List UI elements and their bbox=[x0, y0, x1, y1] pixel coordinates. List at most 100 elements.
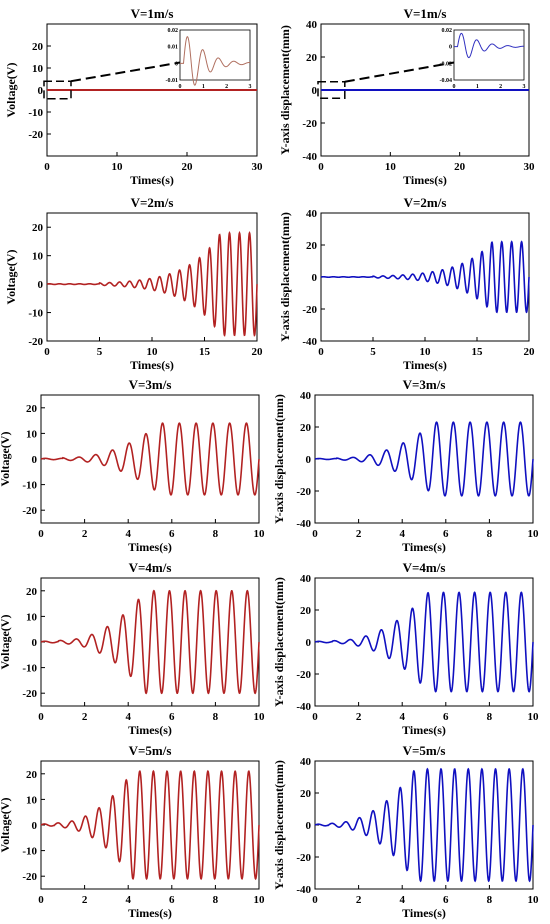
y-tick-label: 10 bbox=[26, 611, 38, 623]
x-tick-label: 30 bbox=[252, 161, 264, 173]
x-tick-label: 10 bbox=[254, 894, 266, 906]
inset-x-tick-label: 2 bbox=[225, 84, 228, 90]
series-line-0 bbox=[314, 421, 534, 497]
y-tick-label: -20 bbox=[296, 486, 311, 498]
y-tick-label: 40 bbox=[306, 208, 318, 220]
y-tick-label: 0 bbox=[306, 637, 312, 649]
y-tick-label: -40 bbox=[302, 151, 317, 163]
x-tick-label: 0 bbox=[312, 894, 318, 906]
x-tick-label: 10 bbox=[147, 346, 159, 358]
y-axis-label: Y-axis displacement(mm) bbox=[278, 212, 292, 342]
chart-title: V=5m/s bbox=[129, 743, 172, 758]
inset-plot: 0 1 2 3 -0.04 -0.02 0 0.02 bbox=[440, 28, 526, 90]
series-line-0 bbox=[40, 422, 260, 496]
y-tick-label: 0 bbox=[38, 85, 44, 97]
series-line-0 bbox=[40, 589, 260, 695]
x-tick-label: 0 bbox=[312, 711, 318, 723]
chart-title: V=2m/s bbox=[404, 195, 447, 210]
y-tick-label: 20 bbox=[300, 422, 312, 434]
x-tick-label: 2 bbox=[356, 528, 362, 540]
x-axis-label: Times(s) bbox=[130, 173, 174, 187]
y-axis-label: Y-axis displacement(mm) bbox=[278, 25, 292, 155]
x-tick-label: 0 bbox=[38, 711, 44, 723]
x-tick-label: 6 bbox=[169, 894, 175, 906]
x-tick-label: 8 bbox=[487, 894, 493, 906]
y-axis-label: Voltage(V) bbox=[0, 615, 12, 670]
inset-y-tick-label: 0 bbox=[175, 61, 178, 67]
inset-x-tick-label: 1 bbox=[202, 84, 205, 90]
y-axis-label: Y-axis displacement(mm) bbox=[272, 760, 286, 890]
inset-y-tick-label: 0 bbox=[449, 45, 452, 51]
chart-title: V=4m/s bbox=[129, 560, 172, 575]
y-tick-label: 20 bbox=[300, 788, 312, 800]
x-tick-label: 5 bbox=[370, 346, 376, 358]
panel-v2-disp: V=2m/s 0 5 10 15 20 -40 -20 0 20 40 Times(s) Y-axis … bbox=[278, 195, 535, 372]
y-tick-label: 40 bbox=[300, 573, 312, 585]
x-tick-label: 4 bbox=[399, 711, 405, 723]
x-axis-label: Times(s) bbox=[128, 540, 172, 554]
y-tick-label: -10 bbox=[22, 480, 37, 492]
x-axis-label: Times(s) bbox=[128, 723, 172, 737]
y-tick-label: 10 bbox=[26, 428, 38, 440]
x-tick-label: 2 bbox=[82, 528, 88, 540]
x-tick-label: 10 bbox=[112, 161, 124, 173]
y-tick-label: 40 bbox=[306, 19, 318, 31]
panel-v5-disp: V=5m/s 0 2 4 6 8 10 -40 -20 0 20 40 Times(s) Y-axis d… bbox=[272, 743, 539, 920]
y-tick-label: 20 bbox=[306, 240, 318, 252]
x-tick-label: 10 bbox=[385, 161, 397, 173]
x-tick-label: 0 bbox=[44, 161, 50, 173]
inset-x-tick-label: 3 bbox=[523, 84, 526, 90]
y-tick-label: 20 bbox=[26, 769, 38, 781]
y-tick-label: -20 bbox=[296, 852, 311, 864]
x-axis-label: Times(s) bbox=[403, 173, 447, 187]
x-tick-label: 20 bbox=[454, 161, 466, 173]
zoom-box bbox=[43, 80, 72, 100]
inset-y-tick-label: -0.02 bbox=[440, 61, 453, 67]
chart-title: V=4m/s bbox=[403, 560, 446, 575]
y-tick-label: -20 bbox=[22, 688, 37, 700]
x-tick-label: 4 bbox=[125, 894, 131, 906]
chart-title: V=1m/s bbox=[131, 6, 174, 21]
y-tick-label: 0 bbox=[306, 820, 312, 832]
panel-v3-disp: V=3m/s 0 2 4 6 8 10 -40 -20 0 20 40 Times(s) Y-axis d… bbox=[272, 377, 539, 554]
x-tick-label: 10 bbox=[254, 528, 266, 540]
x-tick-label: 0 bbox=[38, 894, 44, 906]
y-tick-label: -10 bbox=[28, 107, 43, 119]
x-axis-label: Times(s) bbox=[402, 723, 446, 737]
x-tick-label: 20 bbox=[524, 346, 536, 358]
y-axis-label: Voltage(V) bbox=[4, 250, 18, 305]
inset-series-line bbox=[454, 32, 525, 59]
inset-y-tick-label: -0.01 bbox=[166, 78, 179, 84]
y-tick-label: -10 bbox=[22, 846, 37, 858]
y-tick-label: -40 bbox=[296, 701, 311, 713]
y-tick-label: -20 bbox=[28, 129, 43, 141]
x-tick-label: 2 bbox=[82, 711, 88, 723]
y-tick-label: 20 bbox=[32, 41, 44, 53]
y-tick-label: -20 bbox=[302, 118, 317, 130]
inset-frame bbox=[453, 29, 525, 81]
inset-x-tick-label: 1 bbox=[476, 84, 479, 90]
y-tick-label: 20 bbox=[32, 222, 44, 234]
y-tick-label: -40 bbox=[296, 884, 311, 896]
x-tick-label: 4 bbox=[125, 711, 131, 723]
chart-title: V=3m/s bbox=[129, 377, 172, 392]
x-tick-label: 0 bbox=[312, 528, 318, 540]
x-tick-label: 30 bbox=[524, 161, 536, 173]
series-line-0 bbox=[314, 767, 534, 883]
y-tick-label: 0 bbox=[306, 454, 312, 466]
y-tick-label: 0 bbox=[32, 454, 38, 466]
panel-v1-voltage: V=1m/s0 10 20 30-20-1001020Times(s)Voltage(… bbox=[4, 6, 263, 187]
x-tick-label: 2 bbox=[356, 711, 362, 723]
chart-title: V=5m/s bbox=[403, 743, 446, 758]
y-tick-label: 10 bbox=[32, 63, 44, 75]
chart-title: V=2m/s bbox=[131, 195, 174, 210]
zoom-connector bbox=[344, 61, 455, 83]
x-tick-label: 10 bbox=[420, 346, 432, 358]
x-tick-label: 10 bbox=[254, 711, 266, 723]
y-tick-label: 20 bbox=[26, 403, 38, 415]
inset-x-tick-label: 2 bbox=[499, 84, 502, 90]
x-tick-label: 4 bbox=[399, 894, 405, 906]
y-tick-label: 0 bbox=[32, 820, 38, 832]
panel-v4-voltage: V=4m/s 0 2 4 6 8 10 -20 -10 0 10 20 Times(s) Voltage(… bbox=[0, 560, 265, 737]
series-line-0 bbox=[40, 769, 260, 881]
